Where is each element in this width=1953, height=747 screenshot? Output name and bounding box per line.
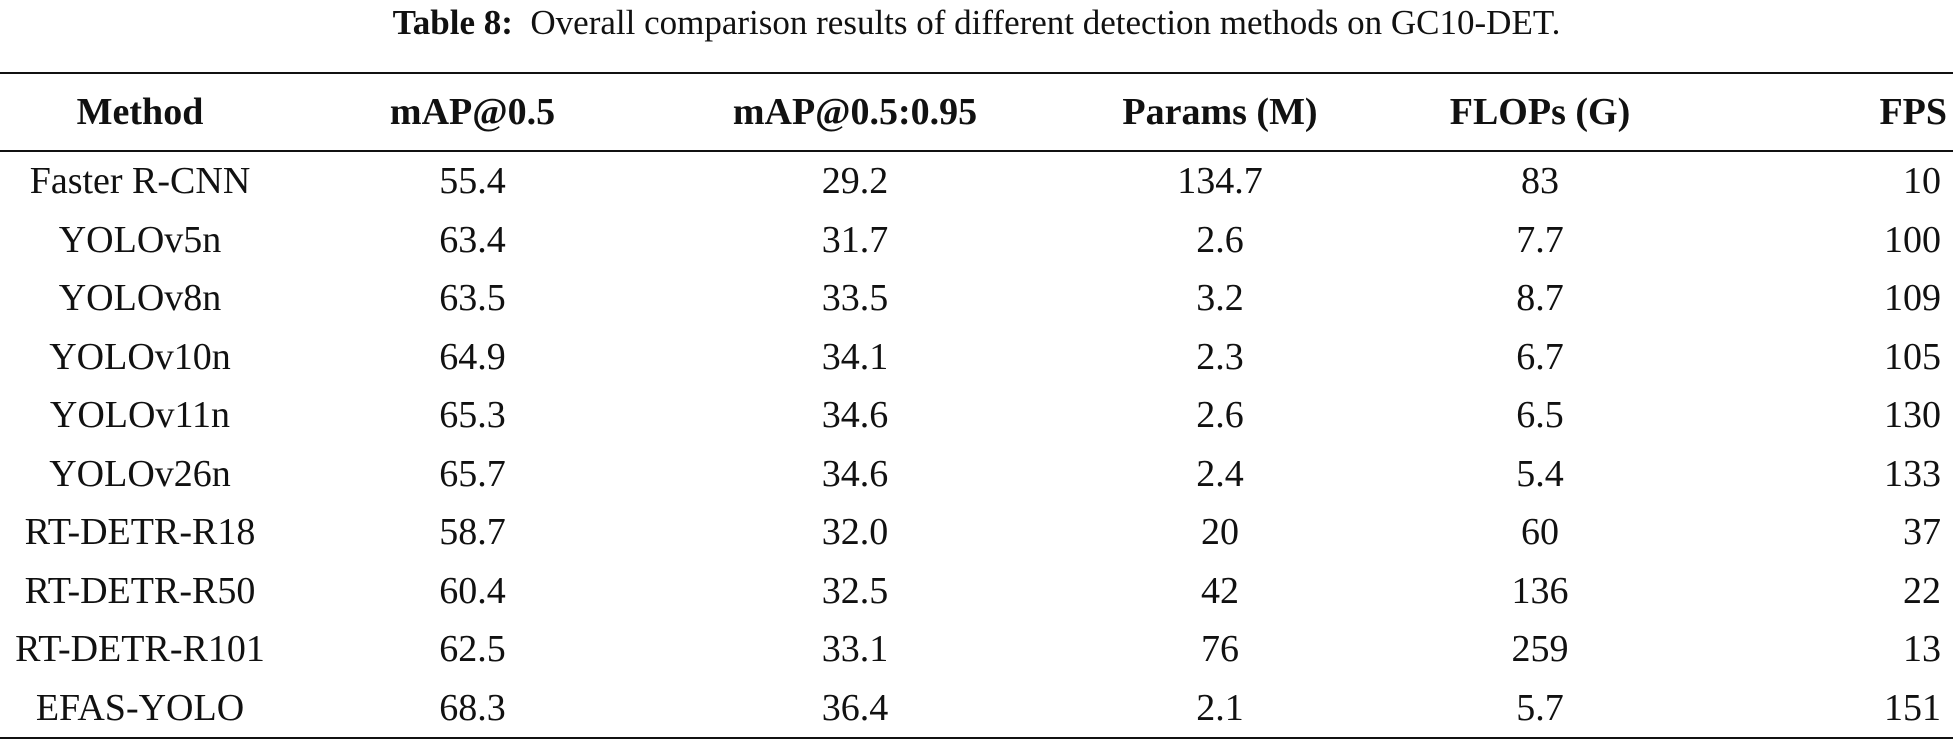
cell-map50: 65.3: [439, 394, 506, 437]
cell-method: YOLOv11n: [49, 394, 231, 437]
cell-fps: 105: [1884, 335, 1941, 378]
table-row: RT-DETR-R50 60.4 32.5 42 136 22: [0, 562, 1953, 621]
table-row: RT-DETR-R18 58.7 32.0 20 60 37: [0, 503, 1953, 562]
cell-flops: 136: [1511, 569, 1569, 612]
cell-fps: 10: [1903, 160, 1941, 203]
header-flops: FLOPs (G): [1449, 91, 1631, 133]
cell-map5095: 33.5: [821, 277, 889, 320]
cell-map50: 63.5: [439, 277, 506, 320]
table-row: YOLOv8n 63.5 33.5 3.2 8.7 109: [0, 269, 1953, 328]
cell-flops: 5.7: [1516, 686, 1564, 729]
table-row: YOLOv11n 65.3 34.6 2.6 6.5 130: [0, 386, 1953, 445]
header-params: Params (M): [1122, 91, 1318, 133]
cell-map5095: 33.1: [821, 628, 889, 671]
table-row: RT-DETR-R101 62.5 33.1 76 259 13: [0, 620, 1953, 679]
cell-params: 2.6: [1196, 394, 1244, 437]
table-row: EFAS-YOLO 68.3 36.4 2.1 5.7 151: [0, 679, 1953, 738]
cell-params: 2.1: [1196, 686, 1244, 729]
table-body: Faster R-CNN 55.4 29.2 134.7 83 10 YOLOv5n 63.4…: [0, 151, 1953, 738]
table-row: Faster R-CNN 55.4 29.2 134.7 83 10: [0, 151, 1953, 211]
cell-map50: 65.7: [439, 452, 506, 495]
cell-map50: 64.9: [439, 335, 506, 378]
cell-flops: 7.7: [1516, 218, 1564, 261]
header-fps: FPS: [1879, 91, 1947, 133]
cell-fps: 37: [1903, 511, 1941, 554]
cell-map50: 68.3: [439, 686, 506, 729]
cell-method: YOLOv8n: [58, 277, 222, 320]
cell-map5095: 34.6: [821, 394, 889, 437]
cell-map50: 62.5: [439, 628, 506, 671]
cell-map50: 58.7: [439, 511, 506, 554]
cell-map50: 55.4: [439, 160, 506, 203]
cell-method: RT-DETR-R101: [15, 628, 265, 671]
cell-params: 42: [1201, 569, 1239, 612]
header-map5095: mAP@0.5:0.95: [732, 91, 978, 133]
cell-flops: 6.7: [1516, 335, 1564, 378]
cell-method: RT-DETR-R50: [24, 569, 256, 612]
cell-fps: 22: [1903, 569, 1941, 612]
cell-params: 76: [1201, 628, 1239, 671]
table-row: YOLOv5n 63.4 31.7 2.6 7.7 100: [0, 211, 1953, 270]
cell-params: 2.3: [1196, 335, 1244, 378]
header-method: Method: [76, 91, 204, 133]
cell-map5095: 31.7: [821, 218, 889, 261]
cell-params: 20: [1201, 511, 1239, 554]
cell-fps: 130: [1884, 394, 1941, 437]
cell-flops: 60: [1521, 511, 1559, 554]
caption-label: Table 8:: [392, 3, 513, 42]
cell-fps: 109: [1884, 277, 1941, 320]
cell-params: 2.6: [1196, 218, 1244, 261]
cell-flops: 6.5: [1516, 394, 1564, 437]
header-map50: mAP@0.5: [389, 91, 556, 133]
cell-method: YOLOv26n: [49, 452, 231, 495]
cell-map5095: 36.4: [821, 686, 889, 729]
cell-flops: 259: [1511, 628, 1569, 671]
cell-map5095: 34.6: [821, 452, 889, 495]
table-row: YOLOv26n 65.7 34.6 2.4 5.4 133: [0, 445, 1953, 504]
cell-fps: 151: [1884, 686, 1941, 729]
cell-method: Faster R-CNN: [29, 160, 251, 203]
cell-flops: 83: [1521, 160, 1559, 203]
cell-map50: 63.4: [439, 218, 506, 261]
cell-params: 3.2: [1196, 277, 1244, 320]
cell-flops: 8.7: [1516, 277, 1564, 320]
cell-method: RT-DETR-R18: [24, 511, 256, 554]
table-row: YOLOv10n 64.9 34.1 2.3 6.7 105: [0, 328, 1953, 387]
cell-map5095: 34.1: [821, 335, 889, 378]
cell-method: YOLOv5n: [58, 218, 222, 261]
cell-fps: 100: [1884, 218, 1941, 261]
cell-fps: 13: [1903, 628, 1941, 671]
cell-method: YOLOv10n: [49, 335, 231, 378]
table-caption: Table 8: Overall comparison results of d…: [0, 0, 1953, 46]
cell-map5095: 32.5: [821, 569, 889, 612]
cell-method: EFAS-YOLO: [35, 686, 245, 729]
cell-fps: 133: [1884, 452, 1941, 495]
cell-flops: 5.4: [1516, 452, 1564, 495]
results-table: Method mAP@0.5 mAP@0.5:0.95 Params (M) F…: [0, 72, 1953, 739]
caption-text: Overall comparison results of different …: [530, 3, 1561, 42]
cell-params: 134.7: [1177, 160, 1263, 203]
cell-params: 2.4: [1196, 452, 1244, 495]
table-header: Method mAP@0.5 mAP@0.5:0.95 Params (M) F…: [0, 73, 1953, 151]
cell-map50: 60.4: [439, 569, 506, 612]
results-table-container: Method mAP@0.5 mAP@0.5:0.95 Params (M) F…: [0, 72, 1953, 739]
cell-map5095: 29.2: [821, 160, 889, 203]
cell-map5095: 32.0: [821, 511, 889, 554]
header-row: Method mAP@0.5 mAP@0.5:0.95 Params (M) F…: [0, 73, 1953, 151]
